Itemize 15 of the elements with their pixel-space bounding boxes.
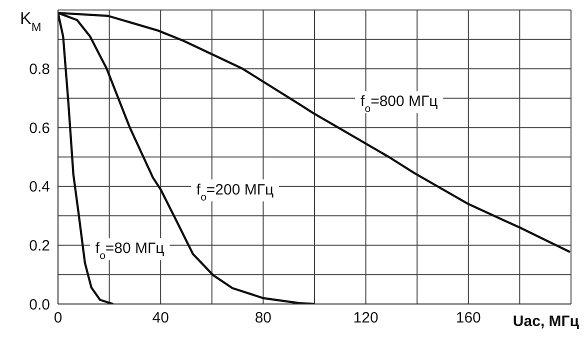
x-tick-label: 80 [254,310,272,327]
y-tick-label: 0.0 [29,296,50,314]
y-tick-label: 0.2 [29,238,50,255]
series-label: f$_{o}$=200 МГц [196,181,274,204]
x-tick-label: 40 [152,310,169,327]
y-tick-label: 0.6 [29,120,50,137]
y-axis-title: K$_{М}$ [20,9,42,34]
y-tick-label: 0.4 [29,178,50,196]
x-tick-label: 160 [456,310,481,327]
y-tick-label: 0.8 [29,61,50,78]
series-label: f$_{o}$=80 МГц [95,240,165,262]
series-label: f$_{o}$=800 МГц [360,93,438,116]
x-tick-label: 0 [54,310,62,327]
x-tick-label: 120 [353,310,378,327]
x-axis-title: Uac, МГц [512,313,580,330]
